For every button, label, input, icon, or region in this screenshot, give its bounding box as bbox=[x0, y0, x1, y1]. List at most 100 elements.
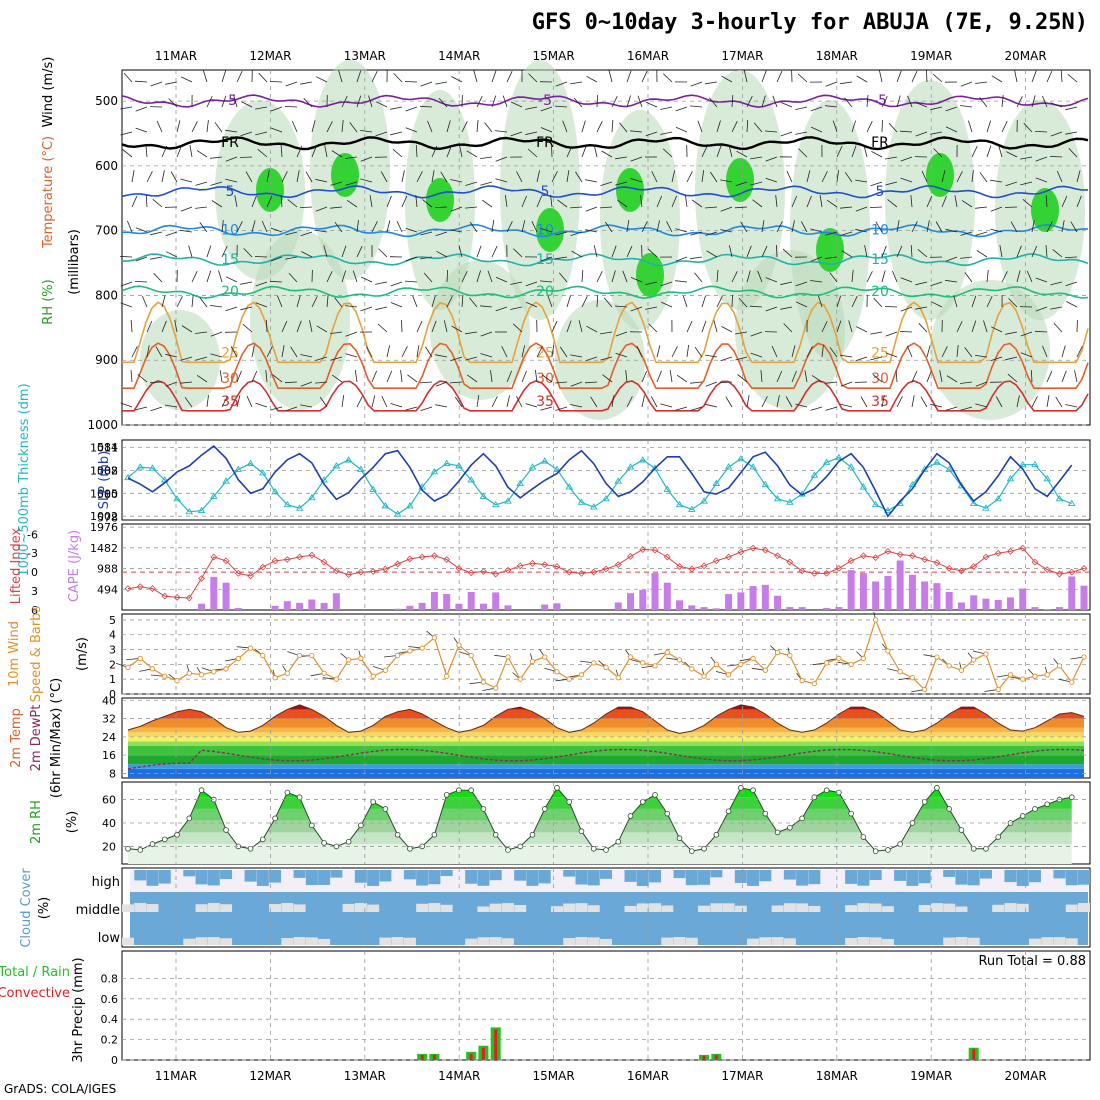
thickness-point bbox=[1067, 499, 1076, 506]
wind-barb bbox=[870, 331, 883, 335]
wind-barb bbox=[821, 321, 828, 333]
wind-barb bbox=[341, 245, 347, 258]
wind-barb bbox=[619, 122, 628, 133]
wind-barb bbox=[821, 171, 828, 183]
wind-barb bbox=[270, 227, 283, 233]
wind-barb bbox=[272, 374, 283, 383]
precip-tick-label: 0 bbox=[111, 1054, 118, 1067]
wind-barb bbox=[1076, 346, 1083, 358]
top-day-label: 17MAR bbox=[721, 49, 763, 63]
wind-barb bbox=[752, 199, 763, 208]
wind-barb bbox=[855, 206, 868, 212]
cloud-low-bar bbox=[305, 937, 318, 945]
wind-barb bbox=[856, 75, 868, 83]
temp-contour bbox=[121, 185, 1089, 199]
wind-barb bbox=[926, 220, 930, 233]
wind-barb bbox=[783, 323, 793, 333]
wind-barb bbox=[404, 81, 418, 83]
cloud-middle-bar bbox=[195, 904, 208, 912]
temp2m-unit-label: (6hr Min/Max) (°C) bbox=[49, 678, 64, 798]
cape-bar bbox=[443, 594, 451, 610]
thickness-point bbox=[1031, 460, 1039, 468]
contour-label: 10 bbox=[536, 223, 554, 239]
cloud-middle-bar bbox=[354, 903, 367, 912]
wind-barb bbox=[626, 396, 633, 408]
cape-bar bbox=[761, 584, 769, 610]
cloud-high-bar bbox=[269, 870, 282, 883]
wind-barb bbox=[735, 331, 748, 335]
rh-point bbox=[774, 829, 781, 836]
wind-barb bbox=[930, 281, 943, 287]
wind-barb bbox=[704, 206, 718, 209]
wind-barb bbox=[145, 194, 148, 208]
wind-barb bbox=[330, 331, 343, 334]
wind-barb bbox=[895, 369, 898, 383]
li-point bbox=[1043, 566, 1051, 574]
wind-barb bbox=[461, 121, 468, 133]
wind-barb bbox=[401, 170, 405, 183]
wind-barb bbox=[345, 353, 358, 358]
cloud-mid-low-bg bbox=[130, 892, 1088, 945]
wind-barb bbox=[682, 295, 688, 308]
li-point bbox=[492, 570, 500, 578]
wind-barb bbox=[771, 345, 778, 358]
wind-barb bbox=[352, 270, 358, 283]
wind-barb bbox=[240, 281, 253, 285]
wind-barb bbox=[165, 381, 178, 387]
wind-barb bbox=[869, 206, 883, 208]
wind-barb bbox=[806, 195, 812, 208]
cloud-middle-bar bbox=[477, 906, 490, 912]
wind-barb bbox=[818, 295, 823, 308]
cloud-high-bar bbox=[440, 870, 453, 877]
wind-barb bbox=[701, 320, 707, 333]
thickness-point bbox=[136, 463, 145, 470]
cape-bar bbox=[283, 601, 291, 610]
wind-barb bbox=[510, 281, 523, 285]
precip-tick-label: 0.8 bbox=[101, 972, 119, 985]
li-point bbox=[639, 546, 647, 553]
cape-bar bbox=[798, 607, 806, 610]
cape-bar bbox=[467, 591, 475, 610]
wind-barb bbox=[1065, 131, 1078, 135]
thickness-point bbox=[504, 497, 512, 504]
rh-point bbox=[603, 847, 609, 853]
wind-barb bbox=[825, 81, 838, 87]
wind-barb bbox=[1023, 122, 1033, 133]
wind-barb bbox=[581, 145, 587, 158]
wind-barb bbox=[120, 402, 133, 408]
wind-barb bbox=[371, 395, 376, 408]
precip-convective-label: Convective bbox=[0, 986, 70, 1001]
wind-barb bbox=[1031, 70, 1037, 83]
slp-tick-label: 1002 bbox=[90, 510, 118, 523]
wind-barb bbox=[371, 221, 378, 233]
wind-barb bbox=[225, 178, 238, 183]
top-day-label: 20MAR bbox=[1005, 49, 1047, 63]
wind-barb bbox=[716, 296, 723, 308]
wind-barb bbox=[431, 295, 436, 308]
wind-barb bbox=[995, 396, 1003, 408]
rh-point bbox=[223, 827, 229, 833]
cape-bar bbox=[541, 604, 549, 610]
wind-barb bbox=[825, 231, 838, 236]
wind-barb bbox=[341, 96, 348, 108]
bottom-day-label: 13MAR bbox=[344, 1069, 386, 1083]
rh-point bbox=[983, 845, 989, 852]
cape-bar bbox=[430, 591, 438, 610]
wind-barb bbox=[660, 301, 673, 308]
wind-barb bbox=[675, 126, 688, 133]
cloud-high-bar bbox=[477, 870, 490, 886]
wind-barb bbox=[990, 228, 1003, 233]
top-day-label: 19MAR bbox=[910, 49, 952, 63]
wind-barb bbox=[585, 356, 598, 362]
upper-unit-label: (millibars) bbox=[67, 229, 82, 295]
wind-barb bbox=[945, 256, 958, 262]
wind-barb bbox=[960, 381, 973, 384]
wind-barb bbox=[1016, 96, 1023, 108]
rh-point bbox=[468, 787, 474, 793]
cloud-middle-bar bbox=[734, 905, 747, 912]
wind-speed-point bbox=[407, 648, 413, 654]
wind-barb bbox=[419, 381, 433, 384]
wind-speed-point bbox=[1056, 663, 1063, 669]
wind-barb bbox=[945, 106, 958, 112]
wind-barb bbox=[300, 354, 313, 358]
